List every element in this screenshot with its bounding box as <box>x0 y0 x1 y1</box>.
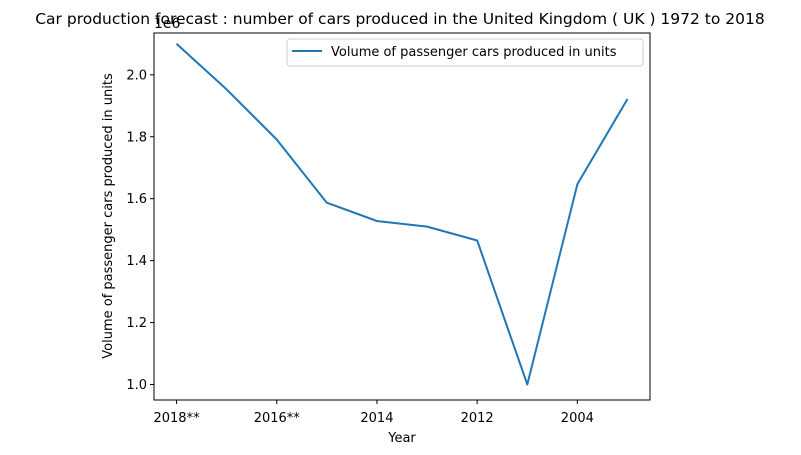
x-tick-label: 2018** <box>153 411 200 426</box>
y-tick-label: 1.2 <box>126 316 147 331</box>
x-tick-label: 2012 <box>461 411 494 426</box>
y-tick-label: 1.6 <box>126 192 147 207</box>
y-axis-label: Volume of passenger cars produced in uni… <box>101 73 116 359</box>
legend: Volume of passenger cars produced in uni… <box>286 38 644 67</box>
x-tick-label: 2014 <box>360 411 393 426</box>
y-tick-label: 1.4 <box>126 254 147 269</box>
series-line <box>175 43 629 386</box>
x-axis: 2018** 2016** 2014 2012 2004 <box>153 400 594 426</box>
x-axis-label: Year <box>387 431 416 446</box>
y-tick-label: 1.0 <box>126 378 147 393</box>
legend-label: Volume of passenger cars produced in uni… <box>331 45 617 60</box>
y-axis: 1.0 1.2 1.4 1.6 1.8 2.0 <box>126 68 154 393</box>
y-tick-label: 1.8 <box>126 130 147 145</box>
y-tick-label: 2.0 <box>126 68 147 83</box>
series-layer <box>175 43 629 386</box>
plot-frame <box>153 32 651 401</box>
y-offset-label: 1e6 <box>154 16 181 32</box>
plot-area: 1.01.21.41.61.82.0 2018** 2016** 2014 2012 2… <box>126 32 651 426</box>
chart-title: Car production forecast : number of cars… <box>35 10 765 28</box>
x-tick-label: 2004 <box>561 411 594 426</box>
legend-box <box>286 38 644 67</box>
x-tick-label: 2016** <box>254 411 301 426</box>
